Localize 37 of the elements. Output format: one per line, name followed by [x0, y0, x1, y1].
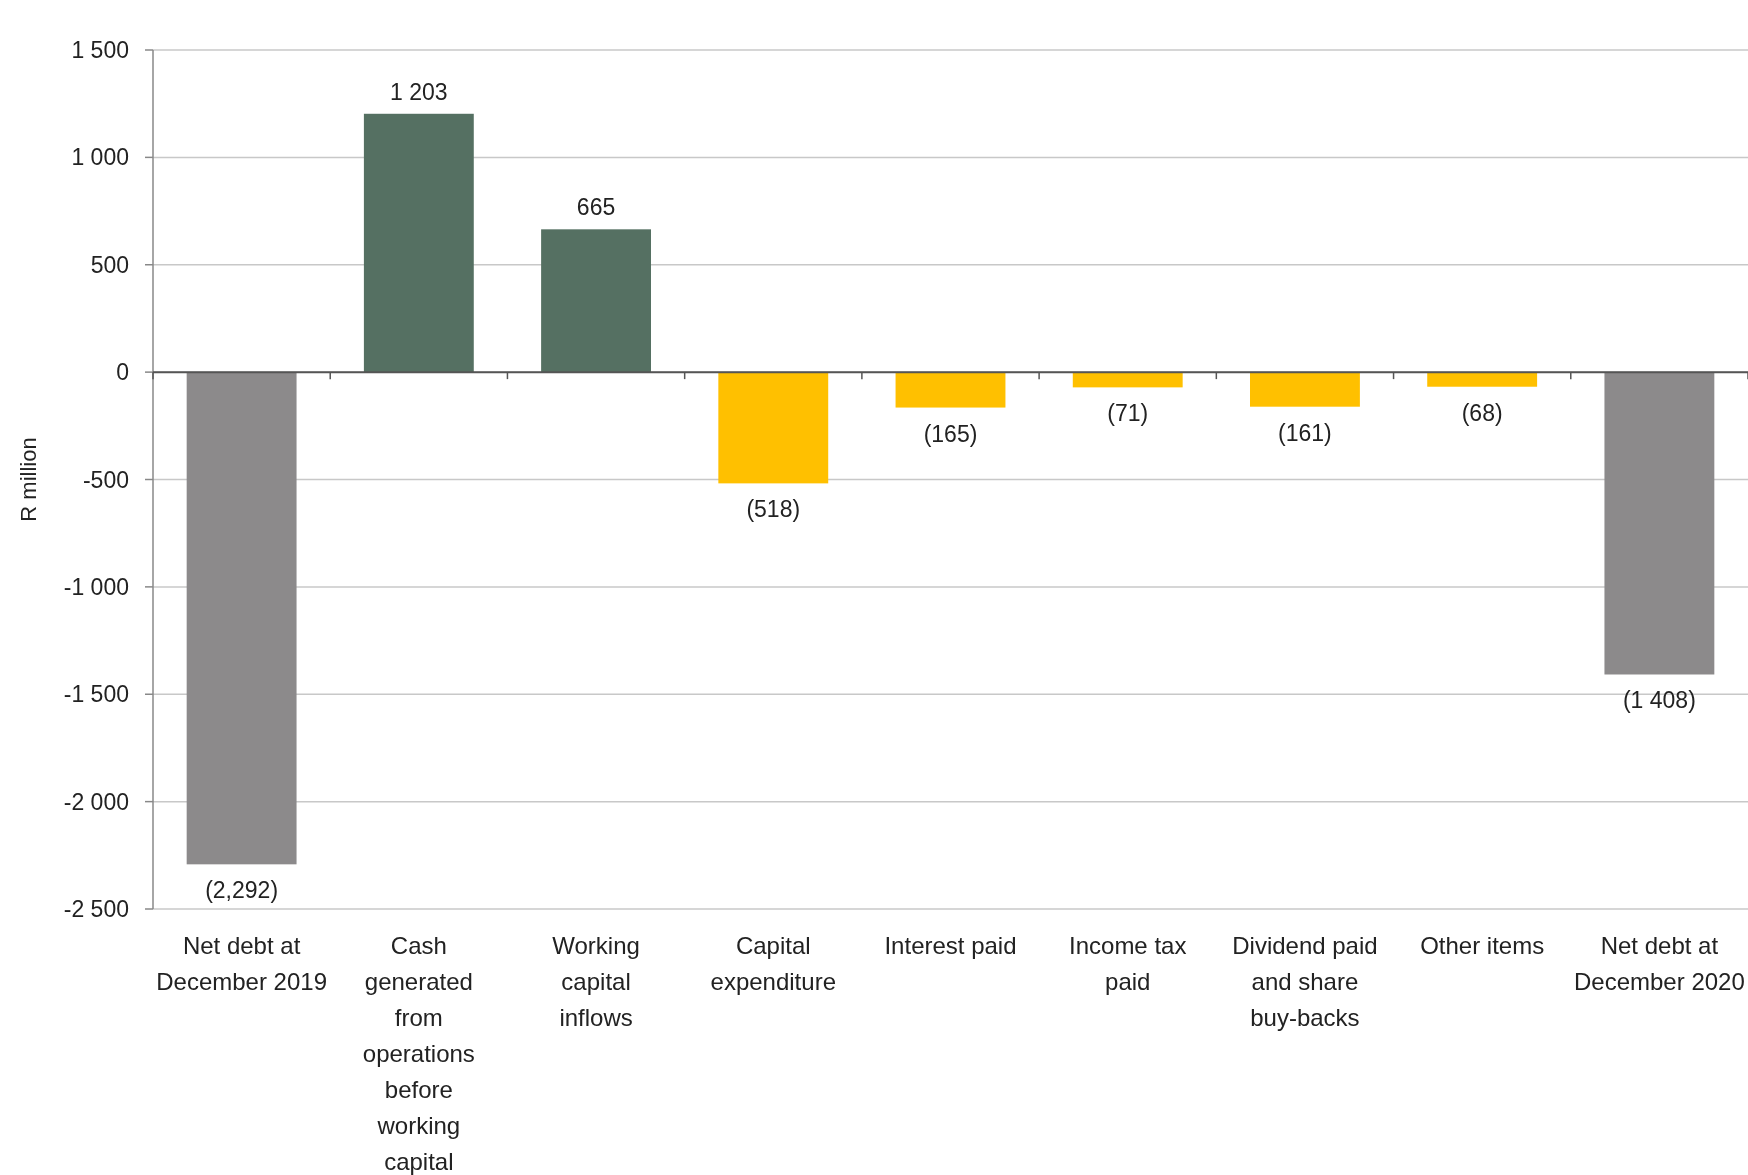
bar: [1072, 372, 1183, 388]
x-tick-label: Net debt at December 2019: [156, 932, 327, 995]
y-tick-label: -500: [82, 466, 129, 493]
data-label: 665: [576, 194, 616, 221]
data-label: (161): [1278, 419, 1332, 446]
bar: [541, 229, 651, 373]
data-label: (2,292): [205, 877, 279, 904]
bar: [718, 372, 829, 484]
y-tick-label: -2 500: [63, 896, 129, 923]
y-tick-label: -1 000: [63, 573, 129, 600]
x-tick-label: Dividend paid and share buy-backs: [1232, 932, 1378, 1031]
bar: [895, 372, 1006, 408]
y-tick-label: -2 000: [63, 788, 129, 815]
y-tick-label: 1 500: [71, 37, 129, 64]
bar: [363, 113, 474, 373]
x-tick-label: Other items: [1420, 932, 1545, 959]
data-label: (518): [746, 496, 801, 523]
data-label: (165): [923, 420, 978, 447]
x-tick-label: Net debt at December 2020: [1574, 932, 1745, 995]
y-tick-label: 0: [116, 359, 129, 386]
data-label: 1 203: [390, 78, 448, 105]
y-tick-label: -1 500: [63, 681, 129, 708]
bar: [1250, 372, 1360, 407]
x-tick-label: Interest paid: [884, 932, 1017, 959]
y-tick-label: 1 000: [71, 144, 129, 171]
x-tick-label: Income tax paid: [1069, 932, 1187, 995]
bar: [1427, 372, 1538, 387]
data-label: (71): [1107, 400, 1149, 427]
y-axis-title: R million: [16, 437, 41, 522]
x-tick-label: Capital expenditure: [710, 932, 836, 995]
data-label: (68): [1461, 399, 1503, 426]
data-label: (1 408): [1622, 687, 1696, 714]
x-tick-label: Working capital inflows: [552, 932, 640, 1031]
bar: [1604, 372, 1715, 675]
y-tick-label: 500: [90, 251, 129, 278]
bar: [186, 372, 297, 865]
x-tick-label: Cash generated from operations before working capital: [362, 932, 475, 1175]
